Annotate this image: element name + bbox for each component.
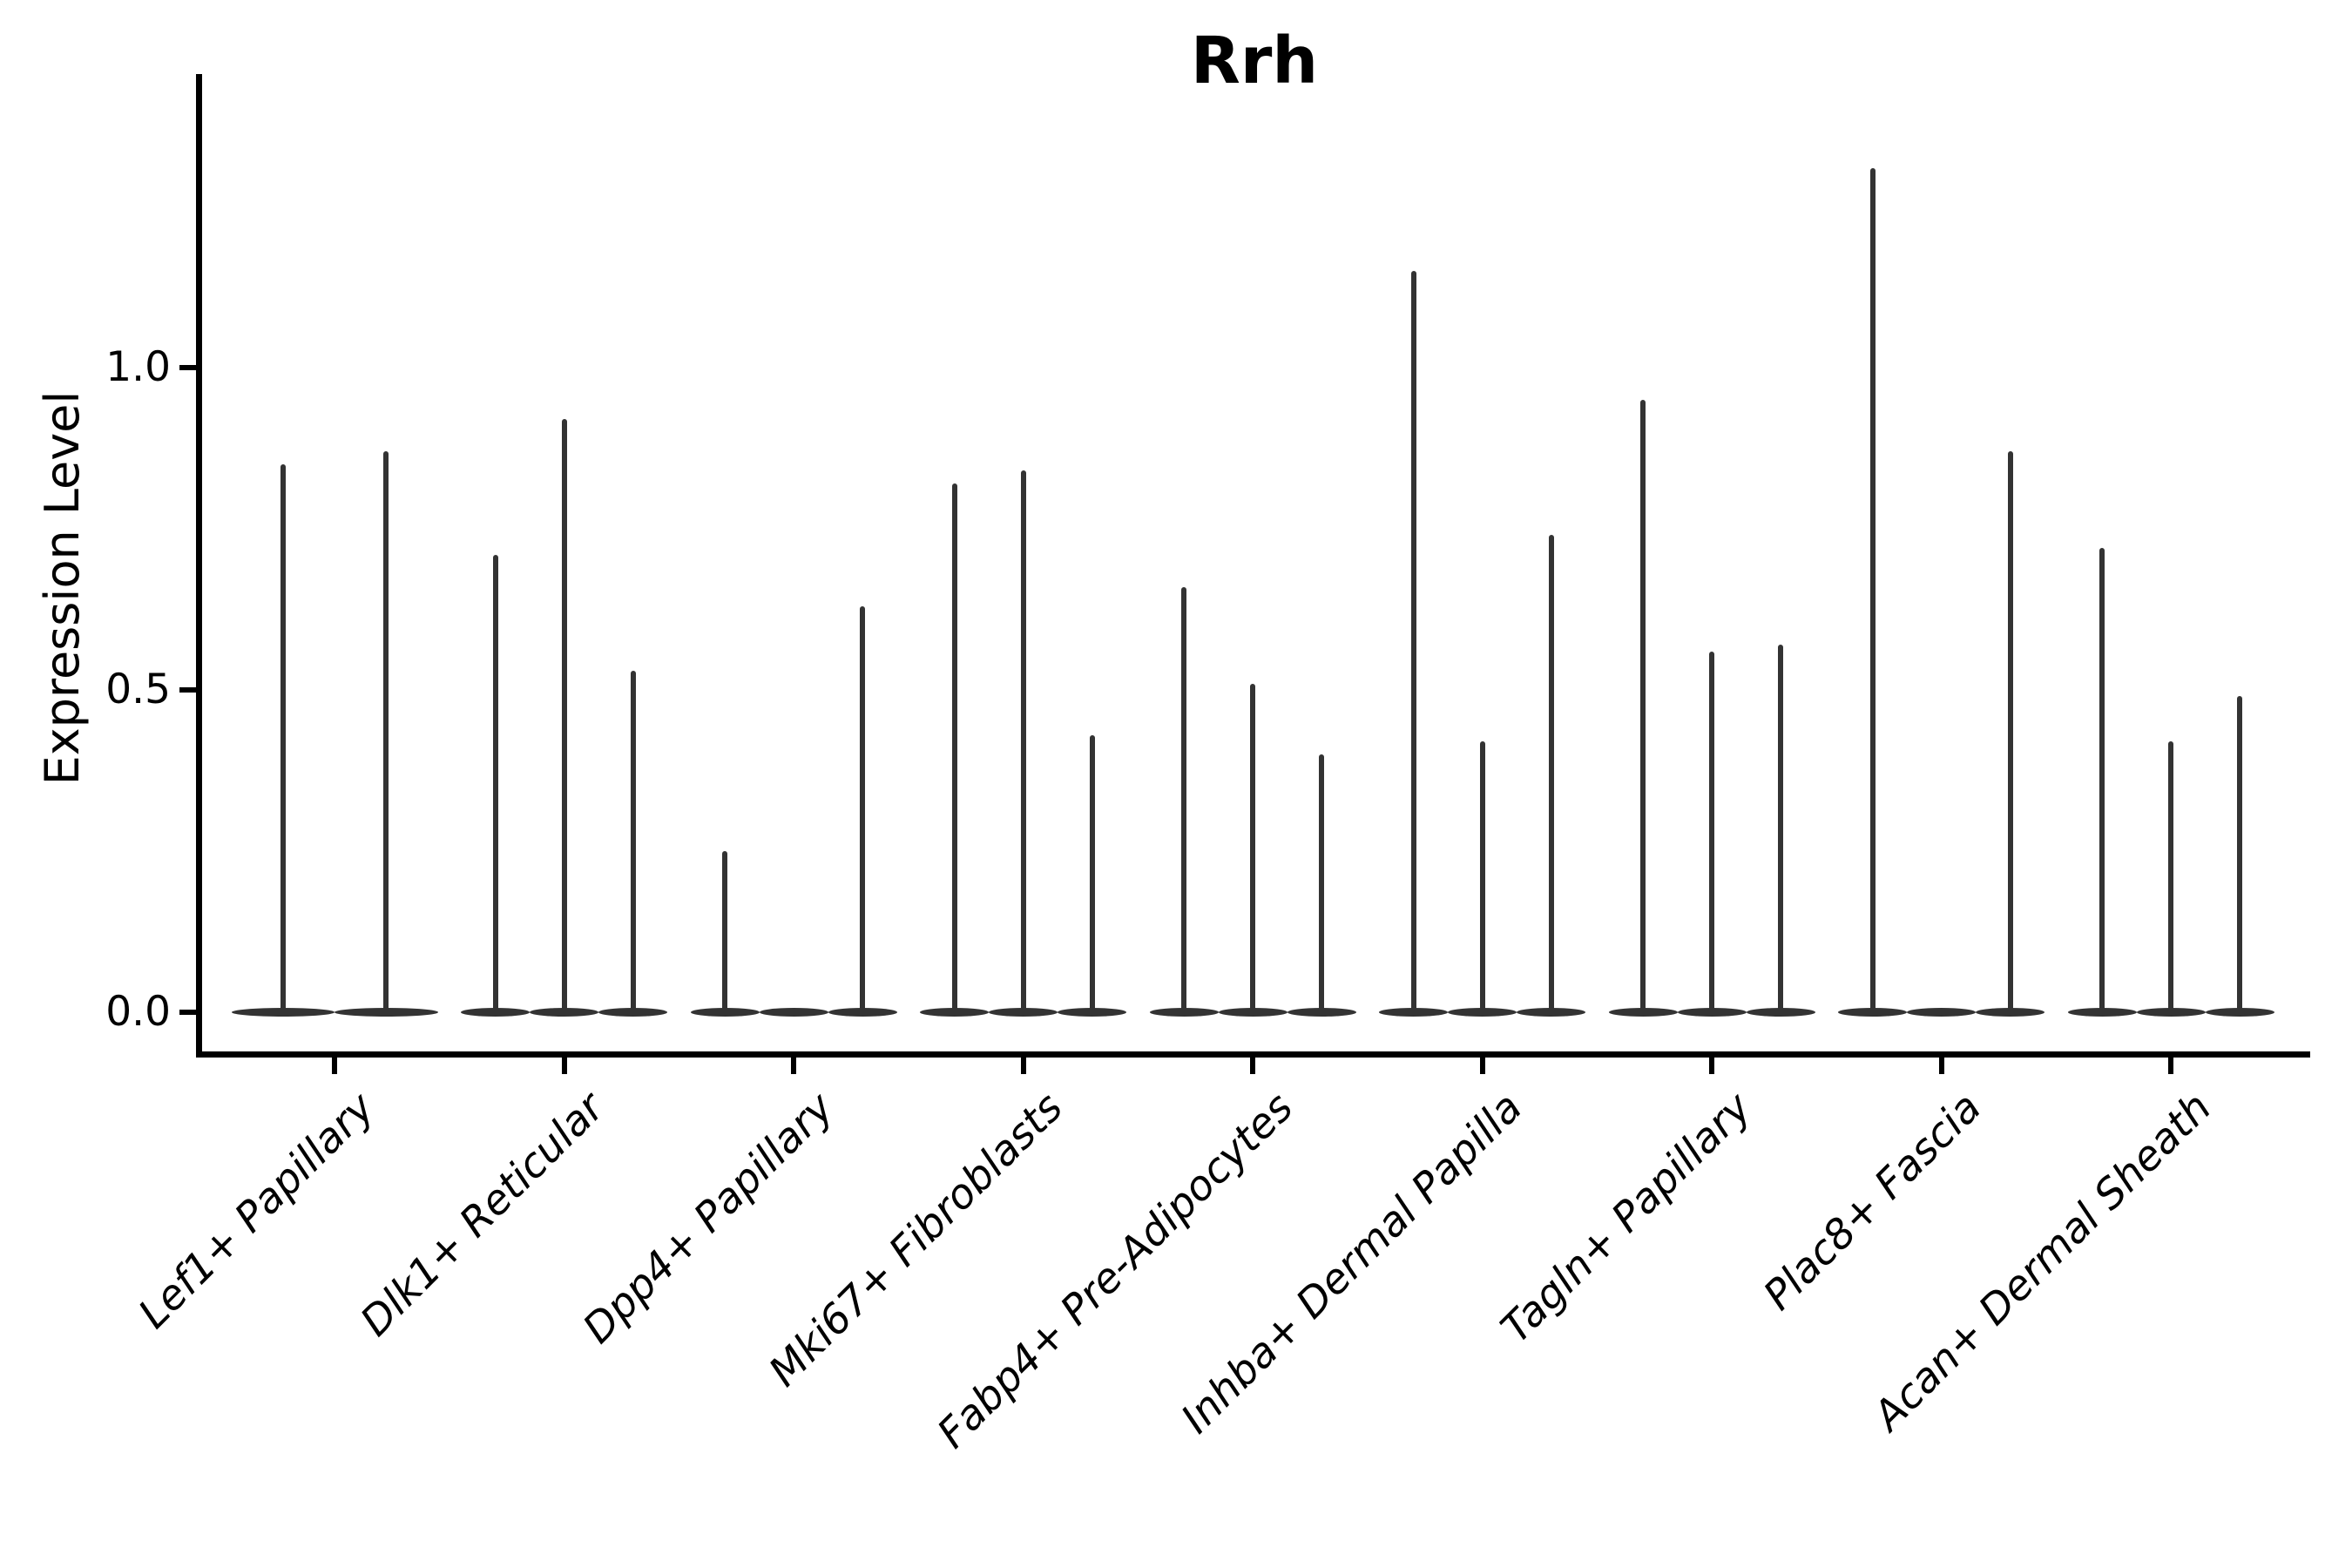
violin-spike [2237,696,2242,1012]
violin-base [1287,1008,1356,1017]
violin-base [335,1008,438,1017]
violin-spike [951,483,957,1012]
violin-spike [1778,645,1783,1012]
violin-base [1379,1008,1448,1017]
y-tick-mark [179,1010,199,1015]
violin-spike [1089,734,1095,1012]
violin-spike [722,851,727,1012]
violin-spike [2168,741,2173,1012]
violin-base [1746,1008,1815,1017]
violin-base [2067,1008,2137,1017]
x-tick-mark [1709,1058,1714,1074]
violin-base [1907,1008,1976,1017]
violin-base [1677,1008,1747,1017]
violin-spike [1020,470,1026,1012]
violin-spike [1640,400,1646,1012]
violin-spike [561,419,567,1012]
violin-base [1058,1008,1126,1017]
violin-base [1517,1008,1585,1017]
x-tick-mark [1020,1058,1026,1074]
x-tick-label: Dpp4+ Papillary [573,1083,843,1354]
violin-base [828,1008,897,1017]
x-tick-mark [791,1058,796,1074]
y-tick-label: 1.0 [105,343,171,391]
left-axis-spine [196,74,202,1055]
violin-spike [1319,754,1324,1012]
violin-base [2205,1008,2274,1017]
violin-spike [1548,535,1554,1012]
violin-spike [1250,683,1255,1012]
violin-spike [1479,741,1485,1012]
violin-spike [280,464,286,1012]
violin-base [1149,1008,1219,1017]
x-tick-mark [561,1058,567,1074]
violin-base [1976,1008,2044,1017]
violin-spike [1410,271,1416,1012]
violin-base [1218,1008,1288,1017]
y-axis-label: Expression Level [35,390,90,786]
violin-spike [1869,167,1876,1012]
violin-base [461,1008,530,1017]
violin-base [690,1008,760,1017]
x-tick-label: Plac8+ Fascia [1754,1083,1991,1320]
x-tick-mark [2168,1058,2173,1074]
violin-base [759,1008,828,1017]
violin-base [598,1008,667,1017]
x-tick-label: Tagln+ Papillary [1491,1083,1761,1353]
x-tick-mark [1938,1058,1944,1074]
x-tick-mark [332,1058,337,1074]
violin-base [920,1008,989,1017]
y-tick-mark [179,687,199,693]
x-tick-label: Dlk1+ Reticular [351,1083,614,1346]
violin-spike [1709,651,1714,1012]
y-tick-label: 0.5 [105,666,171,713]
violin-base [1448,1008,1517,1017]
violin-base [1608,1008,1678,1017]
violin-spike [383,451,389,1012]
y-tick-label: 0.0 [105,988,171,1036]
violin-base [989,1008,1058,1017]
violin-spike [630,670,636,1012]
violin-spike [2007,451,2013,1012]
violin-spike [1181,586,1186,1012]
violin-base [2136,1008,2206,1017]
x-tick-mark [1250,1058,1255,1074]
violin-base [231,1008,335,1017]
x-tick-label: Lef1+ Papillary [129,1083,384,1338]
bottom-axis-spine [196,1051,2310,1058]
violin-spike [860,605,865,1012]
violin-base [530,1008,598,1017]
x-tick-mark [1479,1058,1485,1074]
y-tick-mark [179,365,199,370]
violin-spike [492,554,498,1012]
chart-title: Rrh [1190,24,1319,98]
violin-base [1838,1008,1907,1017]
violin-spike [2099,548,2105,1012]
